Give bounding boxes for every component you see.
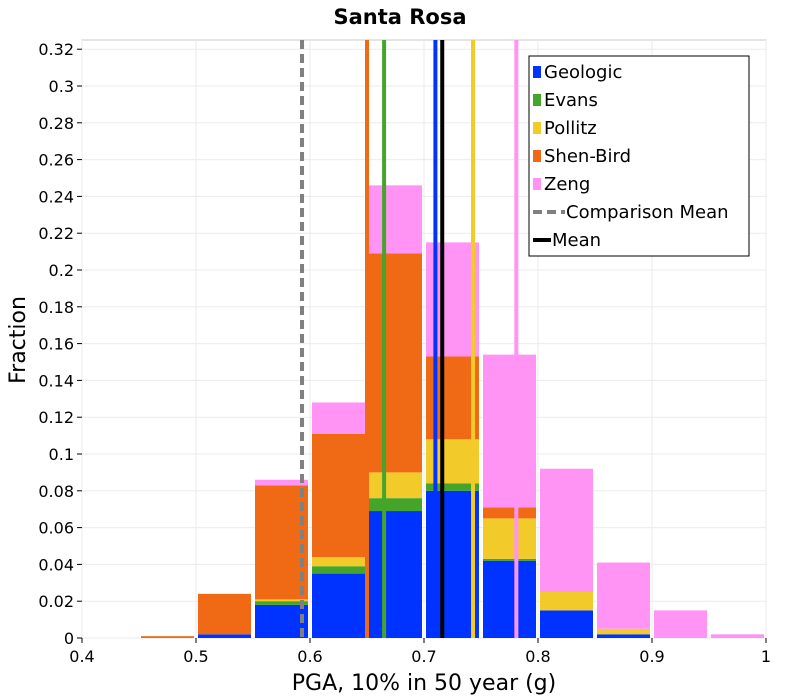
bar-geologic-bin-7 (483, 560, 536, 638)
legend-label-mean: Mean (552, 230, 601, 251)
bar-shen-bird-bin-7 (483, 507, 536, 519)
legend-swatch-geologic (533, 66, 541, 78)
y-tick-label: 0.06 (38, 519, 74, 538)
bar-zeng-bin-10 (654, 610, 707, 638)
bar-shen-bird-bin-2 (198, 593, 251, 635)
y-tick-label: 0.02 (38, 592, 74, 611)
legend-label-pollitz: Pollitz (544, 118, 597, 139)
y-tick-label: 0.16 (38, 335, 74, 354)
x-tick-label: 0.9 (639, 647, 664, 666)
y-tick-label: 0.26 (38, 151, 74, 170)
bar-zeng-bin-7 (483, 354, 536, 508)
bar-shen-bird-bin-5 (369, 253, 422, 473)
legend-swatch-zeng (533, 178, 541, 190)
bar-pollitz-bin-3 (255, 599, 308, 602)
x-tick-label: 0.4 (69, 647, 94, 666)
legend-label-geologic: Geologic (544, 62, 622, 83)
y-tick-label: 0 (64, 629, 74, 648)
mean-lines (300, 40, 519, 638)
bar-pollitz-bin-4 (312, 557, 365, 567)
bar-geologic-bin-3 (255, 604, 308, 638)
legend-swatch-pollitz (533, 122, 541, 134)
y-tick-label: 0.24 (38, 187, 74, 206)
legend-label-comparison-mean: Comparison Mean (566, 202, 729, 223)
bar-geologic-bin-5 (369, 511, 422, 638)
x-tick-label: 0.6 (297, 647, 322, 666)
bar-zeng-bin-11 (711, 634, 764, 638)
x-axis-label: PGA, 10% in 50 year (g) (292, 671, 556, 696)
bar-zeng-bin-9 (597, 562, 650, 629)
bar-evans-bin-6 (426, 483, 479, 491)
bar-shen-bird-bin-3 (255, 485, 308, 600)
y-tick-label: 0.04 (38, 555, 74, 574)
legend: Geologic Evans Pollitz Shen-Bird Zeng Compari… (528, 55, 750, 257)
bar-evans-bin-3 (255, 601, 308, 605)
bar-geologic-bin-2 (198, 634, 251, 638)
y-tick-label: 0.2 (49, 261, 74, 280)
y-tick-label: 0.1 (49, 445, 74, 464)
y-tick-label: 0.08 (38, 482, 74, 501)
y-tick-label: 0.32 (38, 40, 74, 59)
bar-zeng-bin-4 (312, 402, 365, 434)
bar-shen-bird-bin-1 (141, 636, 194, 638)
bar-geologic-bin-9 (597, 634, 650, 638)
bar-evans-bin-5 (369, 498, 422, 512)
x-tick-label: 0.7 (411, 647, 436, 666)
x-tick-label: 1 (761, 647, 771, 666)
legend-label-shen-bird: Shen-Bird (544, 146, 631, 167)
bar-zeng-bin-8 (540, 468, 593, 592)
bar-shen-bird-bin-4 (312, 433, 365, 558)
x-tick-label: 0.8 (525, 647, 550, 666)
bar-zeng-bin-3 (255, 479, 308, 486)
x-tick-label: 0.5 (183, 647, 208, 666)
y-tick-label: 0.12 (38, 408, 74, 427)
y-axis-label: Fraction (6, 296, 31, 384)
legend-swatch-evans (533, 94, 541, 106)
y-axis-ticks: 0 0.02 0.04 0.06 0.08 0.1 0.12 0.14 0.16 0.18 0.2 0… (38, 40, 82, 648)
bar-geologic-bin-8 (540, 610, 593, 638)
y-tick-label: 0.22 (38, 224, 74, 243)
x-axis-ticks: 0.4 0.5 0.6 0.7 0.8 0.9 1 (69, 638, 771, 666)
y-tick-label: 0.3 (49, 77, 74, 96)
bar-zeng-bin-5 (369, 185, 422, 254)
legend-box (528, 55, 750, 257)
bar-evans-bin-4 (312, 566, 365, 574)
y-tick-label: 0.18 (38, 298, 74, 317)
legend-swatch-shen-bird (533, 150, 541, 162)
bar-pollitz-bin-7 (483, 518, 536, 559)
legend-label-evans: Evans (544, 90, 598, 111)
bars (141, 185, 764, 638)
bar-evans-bin-7 (483, 558, 536, 561)
bar-pollitz-bin-5 (369, 472, 422, 499)
legend-label-zeng: Zeng (544, 174, 590, 195)
y-tick-label: 0.14 (38, 371, 74, 390)
chart-title: Santa Rosa (333, 5, 466, 29)
bar-pollitz-bin-8 (540, 592, 593, 611)
y-tick-label: 0.28 (38, 114, 74, 133)
bar-pollitz-bin-9 (597, 628, 650, 635)
bar-geologic-bin-4 (312, 573, 365, 638)
